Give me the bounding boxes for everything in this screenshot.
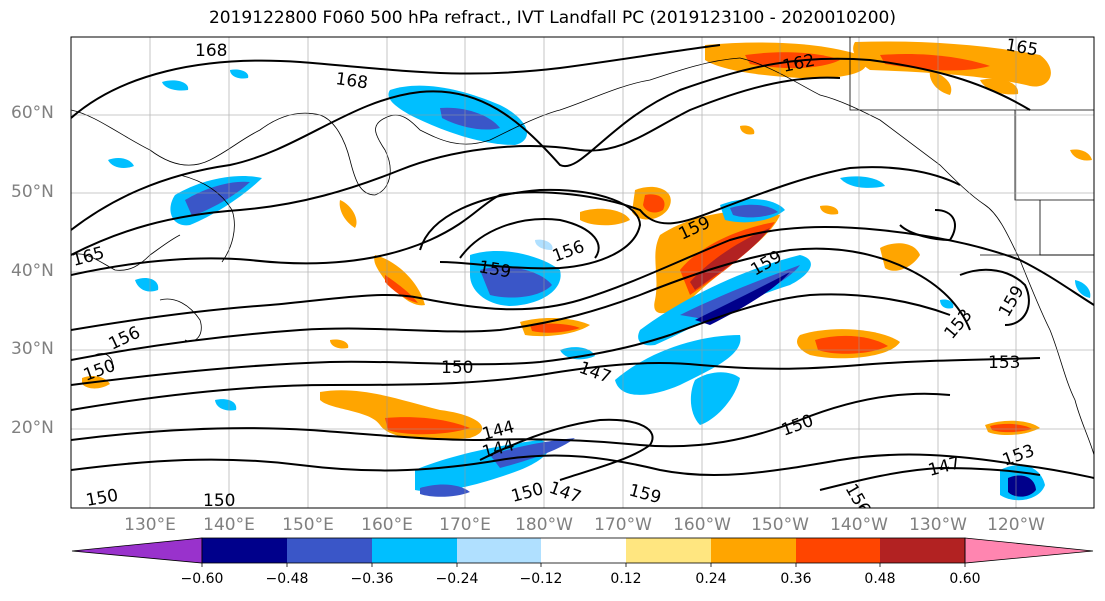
colorbar-segment-6	[541, 538, 626, 563]
coastlines	[71, 37, 1094, 456]
lon-label-140e: 140°E	[203, 515, 255, 535]
lon-label-120w: 120°W	[987, 515, 1045, 535]
lon-label-180w: 180°W	[515, 515, 573, 535]
lat-label-60n: 60°N	[11, 103, 54, 123]
lon-label-150e: 150°E	[282, 515, 334, 535]
colorbar-tick: −0.24	[435, 571, 479, 587]
map-frame	[70, 36, 1095, 509]
contour-label-24: 150	[84, 486, 119, 511]
height-contours	[71, 44, 1094, 491]
colorbar-segment-11	[964, 537, 1094, 564]
colorbar-frame	[201, 537, 966, 564]
shaded-positive-fields	[82, 41, 1092, 467]
colorbar-tick: 0.12	[610, 571, 642, 587]
lon-label-130w: 130°W	[909, 515, 967, 535]
colorbar-segment-1	[71, 537, 203, 564]
lat-label-30n: 30°N	[11, 339, 54, 359]
map-background	[71, 37, 1094, 508]
contour-label-13: 153	[988, 353, 1020, 373]
lon-label-170e: 170°E	[439, 515, 491, 535]
colorbar-tick: 0.24	[695, 571, 727, 587]
colorbar-tick: −0.60	[180, 571, 224, 587]
contour-label-2: 168	[334, 69, 369, 93]
colorbar-segment-3	[287, 538, 372, 563]
colorbar	[71, 537, 1094, 567]
colorbar-segment-7	[626, 538, 711, 563]
lon-label-140w: 140°W	[830, 515, 888, 535]
lon-label-130e: 130°E	[124, 515, 176, 535]
colorbar-tick: 0.48	[864, 571, 896, 587]
colorbar-tick: −0.48	[265, 571, 309, 587]
map-title: 2019122800 F060 500 hPa refract., IVT La…	[208, 8, 896, 28]
lat-label-50n: 50°N	[11, 182, 54, 202]
colorbar-segment-8	[711, 538, 796, 563]
lat-label-20n: 20°N	[11, 418, 54, 438]
colorbar-segment-5	[457, 538, 541, 563]
lon-label-150w: 150°W	[751, 515, 809, 535]
contour-label-4: 165	[1004, 35, 1039, 60]
colorbar-tick: 0.36	[780, 571, 812, 587]
lat-label-40n: 40°N	[11, 261, 54, 281]
colorbar-segment-10	[880, 538, 965, 563]
lon-label-170w: 170°W	[594, 515, 652, 535]
colorbar-segment-4	[372, 538, 457, 563]
lon-label-160w: 160°W	[673, 515, 731, 535]
contour-label-14: 150	[441, 358, 473, 378]
colorbar-tick: −0.36	[350, 571, 394, 587]
colorbar-tick: 0.60	[949, 571, 981, 587]
contour-label-19: 150	[203, 491, 235, 511]
colorbar-segment-2	[202, 538, 287, 563]
contour-label-1: 168	[195, 41, 227, 61]
colorbar-tick: −0.12	[519, 571, 563, 587]
lon-label-160e: 160°E	[361, 515, 413, 535]
colorbar-segment-9	[796, 538, 880, 563]
